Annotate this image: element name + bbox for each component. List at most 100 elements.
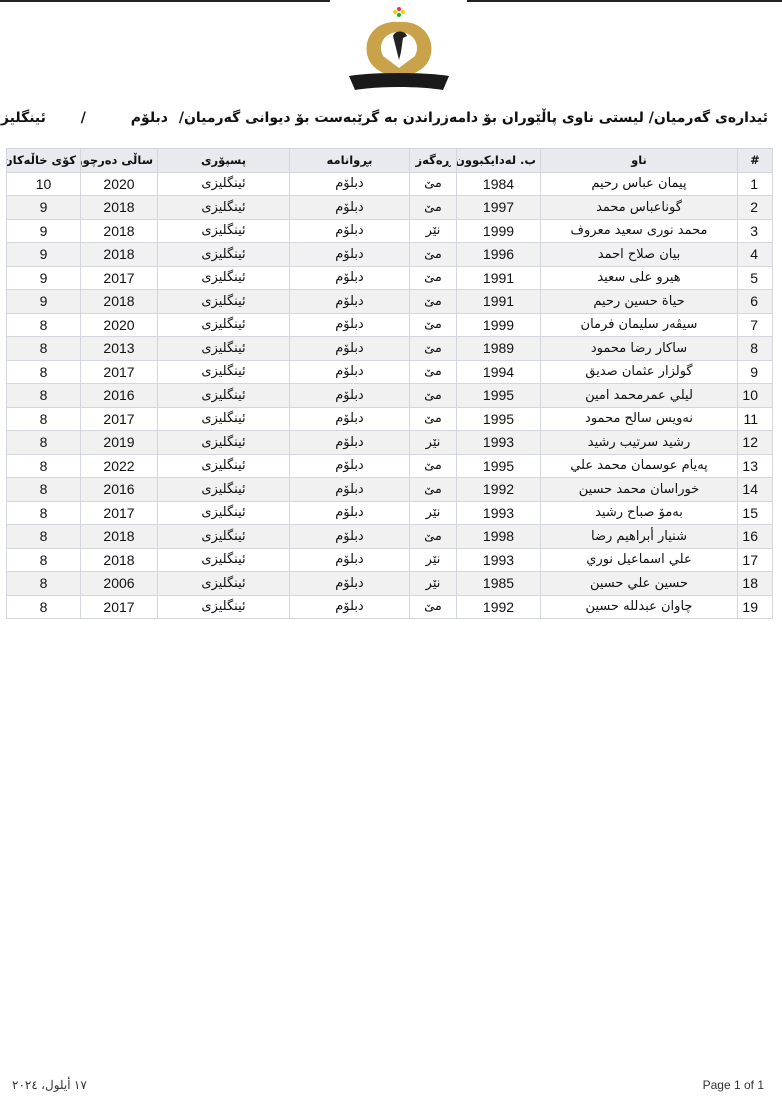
cell-gender: مێ <box>409 406 457 431</box>
cell-specialty: ئینگلیزی <box>157 571 290 596</box>
cell-gender: مێ <box>409 312 457 337</box>
cell-graduation-year: 2020 <box>80 312 158 337</box>
candidates-table: # ناو ب. لەدایکبوون ڕەگەز بڕوانامە پسپۆری ساڵی… <box>6 148 773 619</box>
cell-degree: دبلۆم <box>289 430 410 455</box>
table-row: 11 نەويس سالح محمود 1995 مێ دبلۆم ئینگلیزی 201… <box>6 406 773 431</box>
cell-index: 15 <box>737 500 773 525</box>
cell-index: 16 <box>737 524 773 549</box>
table-row: 19 چاوان عبدللە حسين 1992 مێ دبلۆم ئینگلیزی 20… <box>6 594 773 619</box>
cell-graduation-year: 2020 <box>80 171 158 196</box>
title-specialty: ئینگلیزی <box>0 110 46 126</box>
cell-index: 4 <box>737 242 773 267</box>
cell-birth-year: 1995 <box>456 453 541 478</box>
cell-specialty: ئینگلیزی <box>157 336 290 361</box>
cell-index: 8 <box>737 336 773 361</box>
cell-graduation-year: 2018 <box>80 218 158 243</box>
cell-birth-year: 1996 <box>456 242 541 267</box>
cell-birth-year: 1989 <box>456 336 541 361</box>
cell-name: محمد نوری سعيد معروف <box>540 218 738 243</box>
cell-total-points: 9 <box>6 265 81 290</box>
cell-specialty: ئینگلیزی <box>157 289 290 314</box>
cell-total-points: 8 <box>6 477 81 502</box>
cell-graduation-year: 2017 <box>80 406 158 431</box>
cell-specialty: ئینگلیزی <box>157 171 290 196</box>
cell-name: پەيام عوسمان محمد علي <box>540 453 738 478</box>
cell-name: گوناعباس محمد <box>540 195 738 220</box>
cell-birth-year: 1998 <box>456 524 541 549</box>
table-row: 13 پەيام عوسمان محمد علي 1995 مێ دبلۆم ئینگلی… <box>6 453 773 478</box>
cell-birth-year: 1999 <box>456 218 541 243</box>
header-col-index: # <box>737 148 773 173</box>
cell-birth-year: 1984 <box>456 171 541 196</box>
cell-graduation-year: 2019 <box>80 430 158 455</box>
cell-specialty: ئینگلیزی <box>157 453 290 478</box>
cell-gender: مێ <box>409 289 457 314</box>
cell-degree: دبلۆم <box>289 524 410 549</box>
cell-total-points: 8 <box>6 571 81 596</box>
cell-degree: دبلۆم <box>289 453 410 478</box>
cell-gender: مێ <box>409 171 457 196</box>
cell-graduation-year: 2018 <box>80 242 158 267</box>
cell-gender: نێر <box>409 430 457 455</box>
cell-index: 2 <box>737 195 773 220</box>
cell-index: 11 <box>737 406 773 431</box>
cell-birth-year: 1993 <box>456 547 541 572</box>
cell-degree: دبلۆم <box>289 359 410 384</box>
cell-graduation-year: 2017 <box>80 359 158 384</box>
cell-name: خوراسان محمد حسين <box>540 477 738 502</box>
cell-index: 17 <box>737 547 773 572</box>
cell-specialty: ئینگلیزی <box>157 406 290 431</box>
cell-index: 10 <box>737 383 773 408</box>
header-col-specialty: پسپۆری <box>157 148 290 173</box>
cell-degree: دبلۆم <box>289 195 410 220</box>
cell-total-points: 9 <box>6 195 81 220</box>
cell-specialty: ئینگلیزی <box>157 383 290 408</box>
cell-specialty: ئینگلیزی <box>157 430 290 455</box>
cell-graduation-year: 2017 <box>80 500 158 525</box>
cell-index: 18 <box>737 571 773 596</box>
title-separator: / <box>80 110 86 126</box>
header-col-name: ناو <box>540 148 738 173</box>
cell-birth-year: 1993 <box>456 430 541 455</box>
cell-specialty: ئینگلیزی <box>157 477 290 502</box>
table-row: 12 رشيد سرتيب رشيد 1993 نێر دبلۆم ئینگلیزی 201… <box>6 430 773 455</box>
cell-gender: نێر <box>409 218 457 243</box>
table-row: 7 سیڤەر سليمان فرمان 1999 مێ دبلۆم ئینگلیزی 20… <box>6 312 773 337</box>
cell-name: هيرو علی سعيد <box>540 265 738 290</box>
cell-gender: نێر <box>409 571 457 596</box>
cell-name: ليلي عمرمحمد امين <box>540 383 738 408</box>
cell-degree: دبلۆم <box>289 336 410 361</box>
cell-graduation-year: 2018 <box>80 289 158 314</box>
cell-birth-year: 1991 <box>456 265 541 290</box>
cell-name: ساكار رضا محمود <box>540 336 738 361</box>
krg-emblem-logo <box>349 7 449 90</box>
cell-total-points: 9 <box>6 218 81 243</box>
cell-degree: دبلۆم <box>289 312 410 337</box>
cell-index: 6 <box>737 289 773 314</box>
page-title: ئیدارەی گەرمیان/ لیستی ناوی پاڵێوران بۆ … <box>0 110 768 126</box>
cell-index: 7 <box>737 312 773 337</box>
cell-name: علي اسماعيل نوري <box>540 547 738 572</box>
cell-specialty: ئینگلیزی <box>157 218 290 243</box>
cell-graduation-year: 2016 <box>80 477 158 502</box>
cell-degree: دبلۆم <box>289 289 410 314</box>
cell-index: 1 <box>737 171 773 196</box>
cell-total-points: 8 <box>6 312 81 337</box>
cell-gender: نێر <box>409 500 457 525</box>
cell-gender: مێ <box>409 359 457 384</box>
cell-total-points: 8 <box>6 594 81 619</box>
cell-degree: دبلۆم <box>289 594 410 619</box>
print-date: ١٧ أيلول، ٢٠٢٤ <box>12 1078 87 1092</box>
table-header-row: # ناو ب. لەدایکبوون ڕەگەز بڕوانامە پسپۆری ساڵی… <box>6 148 773 173</box>
cell-name: حسين علي حسين <box>540 571 738 596</box>
table-row: 5 هيرو علی سعيد 1991 مێ دبلۆم ئینگلیزی 2017 9 <box>6 265 773 290</box>
cell-degree: دبلۆم <box>289 571 410 596</box>
cell-degree: دبلۆم <box>289 218 410 243</box>
cell-specialty: ئینگلیزی <box>157 524 290 549</box>
cell-specialty: ئینگلیزی <box>157 594 290 619</box>
cell-graduation-year: 2018 <box>80 195 158 220</box>
title-degree: دبلۆم <box>130 110 168 126</box>
cell-gender: مێ <box>409 477 457 502</box>
cell-name: گولزار عثمان صديق <box>540 359 738 384</box>
cell-specialty: ئینگلیزی <box>157 195 290 220</box>
